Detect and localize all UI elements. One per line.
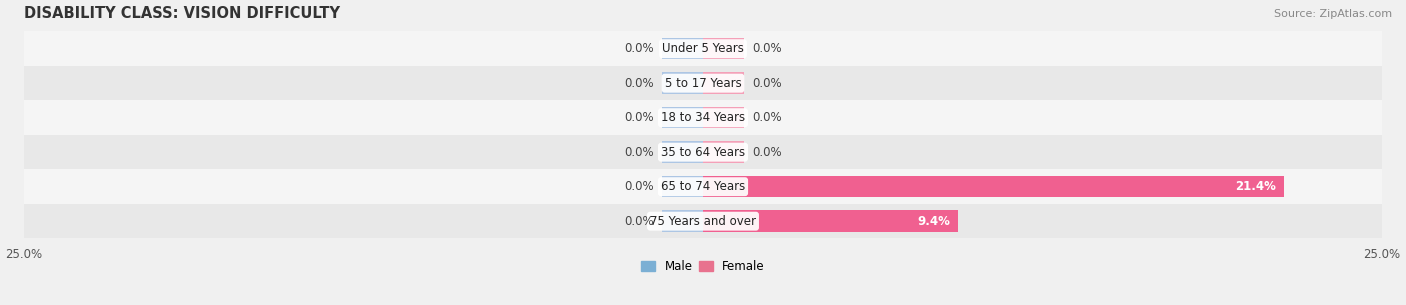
Bar	[662, 142, 703, 163]
Bar	[703, 73, 744, 94]
Text: 0.0%: 0.0%	[624, 42, 654, 55]
Bar	[703, 210, 959, 232]
Bar	[703, 38, 744, 59]
Text: 0.0%: 0.0%	[624, 146, 654, 159]
Text: 0.0%: 0.0%	[624, 111, 654, 124]
Bar	[24, 135, 1382, 170]
Text: 18 to 34 Years: 18 to 34 Years	[661, 111, 745, 124]
Bar	[703, 107, 744, 128]
Text: 65 to 74 Years: 65 to 74 Years	[661, 180, 745, 193]
Text: 5 to 17 Years: 5 to 17 Years	[665, 77, 741, 90]
Text: 0.0%: 0.0%	[624, 180, 654, 193]
Bar	[662, 210, 703, 232]
Text: Source: ZipAtlas.com: Source: ZipAtlas.com	[1274, 9, 1392, 19]
Text: 0.0%: 0.0%	[752, 77, 782, 90]
Bar	[703, 142, 744, 163]
Bar	[662, 176, 703, 197]
Text: 35 to 64 Years: 35 to 64 Years	[661, 146, 745, 159]
Text: 0.0%: 0.0%	[624, 215, 654, 228]
Bar	[24, 31, 1382, 66]
Text: 75 Years and over: 75 Years and over	[650, 215, 756, 228]
Bar	[662, 73, 703, 94]
Text: 21.4%: 21.4%	[1234, 180, 1277, 193]
Bar	[662, 107, 703, 128]
Text: DISABILITY CLASS: VISION DIFFICULTY: DISABILITY CLASS: VISION DIFFICULTY	[24, 5, 340, 20]
Bar	[24, 66, 1382, 100]
Text: 9.4%: 9.4%	[917, 215, 950, 228]
Bar	[662, 38, 703, 59]
Bar	[24, 170, 1382, 204]
Text: 0.0%: 0.0%	[752, 42, 782, 55]
Bar	[24, 204, 1382, 239]
Bar	[703, 176, 1284, 197]
Bar	[24, 100, 1382, 135]
Text: 0.0%: 0.0%	[752, 146, 782, 159]
Text: 0.0%: 0.0%	[624, 77, 654, 90]
Text: 0.0%: 0.0%	[752, 111, 782, 124]
Legend: Male, Female: Male, Female	[637, 256, 769, 278]
Text: Under 5 Years: Under 5 Years	[662, 42, 744, 55]
